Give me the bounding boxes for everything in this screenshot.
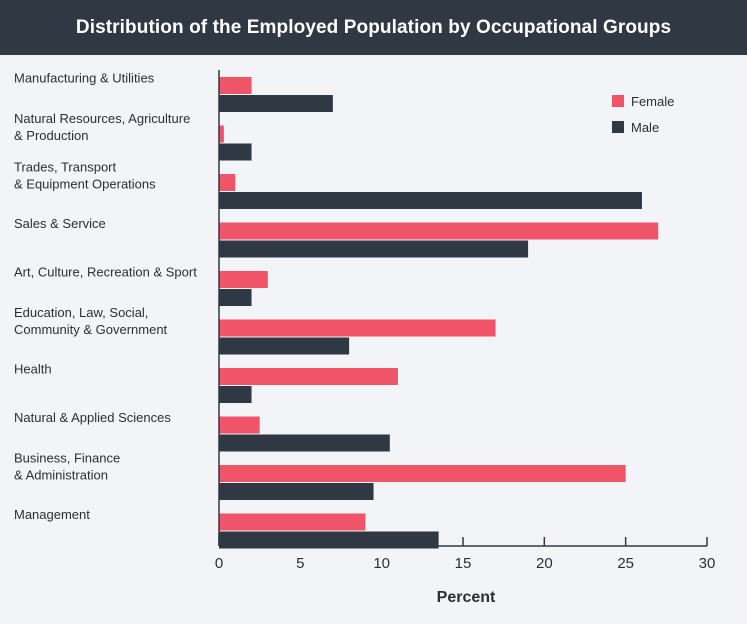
x-tick-label: 0 [215,555,223,572]
legend-label-male: Male [631,120,659,135]
category-label: Management [14,507,90,522]
bar-female-9 [219,513,366,531]
bar-male-0 [219,95,333,112]
category-label: Health [14,362,52,377]
x-tick-label: 15 [455,555,472,572]
x-axis-title: Percent [437,589,496,606]
category-label: Education, Law, Social, [14,305,148,320]
bar-female-2 [219,174,236,191]
chart-title: Distribution of the Employed Population … [75,16,672,38]
bar-female-5 [219,319,496,337]
x-tick-label: 10 [373,555,390,572]
bar-male-4 [219,289,252,306]
bar-female-8 [219,465,626,482]
legend-swatch-female [612,95,624,107]
bar-male-1 [219,143,252,161]
bar-female-1 [219,125,224,143]
category-label: & Administration [14,468,108,483]
bar-male-5 [219,337,350,355]
bar-female-6 [219,368,398,385]
x-tick-label: 25 [617,555,634,572]
category-label: Art, Culture, Recreation & Sport [14,265,197,280]
x-tick-label: 30 [699,555,716,572]
bar-male-7 [219,434,390,452]
category-label: Trades, Transport [14,160,117,175]
category-label: Natural & Applied Sciences [14,410,171,425]
bar-female-4 [219,271,268,288]
legend-label-female: Female [631,94,674,109]
category-label: Sales & Service [14,216,106,231]
legend-swatch-male [612,121,624,133]
category-label: Business, Finance [14,451,120,466]
bar-male-2 [219,192,642,209]
chart-header: Distribution of the Employed Population … [0,0,747,55]
bar-chart: Manufacturing & Utilities Natural Resourc… [14,70,716,606]
bar-female-7 [219,416,260,434]
bar-male-8 [219,483,374,500]
bar-female-3 [219,222,659,240]
x-tick-label: 20 [536,555,553,572]
category-label: & Production [14,128,88,143]
x-tick-label: 5 [296,555,304,572]
bar-male-9 [219,531,439,549]
bar-male-6 [219,386,252,403]
category-label: Community & Government [14,322,168,337]
category-label: Natural Resources, Agriculture [14,111,190,126]
category-label: Manufacturing & Utilities [14,71,155,86]
bar-male-3 [219,240,529,258]
category-label: & Equipment Operations [14,177,156,192]
bar-female-0 [219,77,252,94]
